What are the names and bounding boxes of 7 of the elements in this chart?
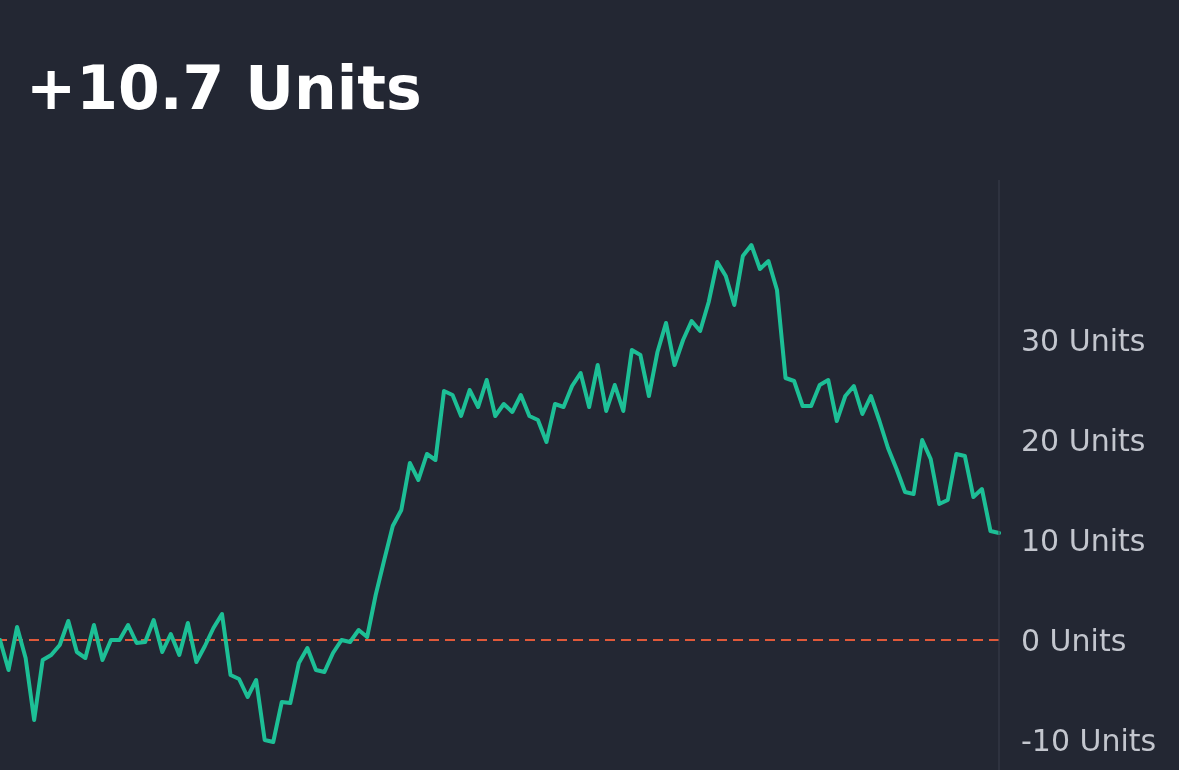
chart-title: +10.7 Units bbox=[26, 52, 422, 125]
y-tick-label: 20 Units bbox=[1021, 422, 1146, 458]
y-tick-label: 0 Units bbox=[1021, 622, 1127, 658]
y-tick-label: 30 Units bbox=[1021, 322, 1146, 358]
line-series bbox=[0, 243, 1001, 744]
y-tick-label: -10 Units bbox=[1021, 722, 1157, 758]
y-tick-label: 10 Units bbox=[1021, 522, 1146, 558]
